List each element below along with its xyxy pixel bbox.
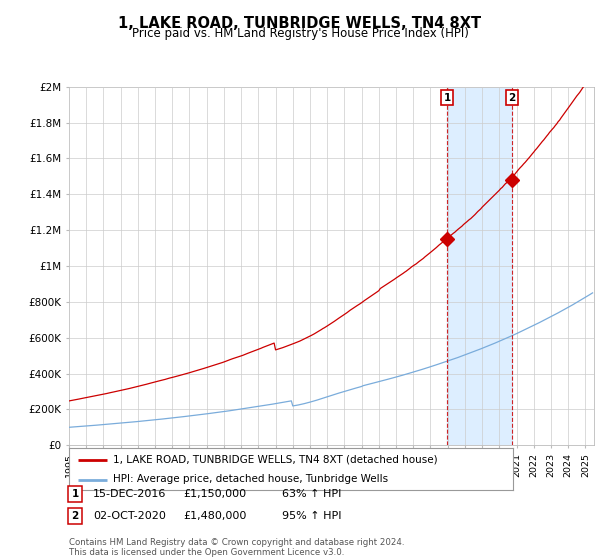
Text: HPI: Average price, detached house, Tunbridge Wells: HPI: Average price, detached house, Tunb…	[113, 474, 389, 484]
Text: 1: 1	[443, 92, 451, 102]
Text: £1,480,000: £1,480,000	[183, 511, 247, 521]
Text: 2: 2	[71, 511, 79, 521]
Text: 1, LAKE ROAD, TUNBRIDGE WELLS, TN4 8XT: 1, LAKE ROAD, TUNBRIDGE WELLS, TN4 8XT	[118, 16, 482, 31]
Text: £1,150,000: £1,150,000	[183, 489, 246, 499]
Text: 2: 2	[509, 92, 516, 102]
Text: 1: 1	[71, 489, 79, 499]
Bar	[447, 87, 512, 445]
Text: 1, LAKE ROAD, TUNBRIDGE WELLS, TN4 8XT (detached house): 1, LAKE ROAD, TUNBRIDGE WELLS, TN4 8XT (…	[113, 455, 438, 465]
Text: 63% ↑ HPI: 63% ↑ HPI	[282, 489, 341, 499]
Text: 02-OCT-2020: 02-OCT-2020	[93, 511, 166, 521]
Text: Contains HM Land Registry data © Crown copyright and database right 2024.
This d: Contains HM Land Registry data © Crown c…	[69, 538, 404, 557]
Text: Price paid vs. HM Land Registry's House Price Index (HPI): Price paid vs. HM Land Registry's House …	[131, 27, 469, 40]
Text: 15-DEC-2016: 15-DEC-2016	[93, 489, 166, 499]
Text: 95% ↑ HPI: 95% ↑ HPI	[282, 511, 341, 521]
